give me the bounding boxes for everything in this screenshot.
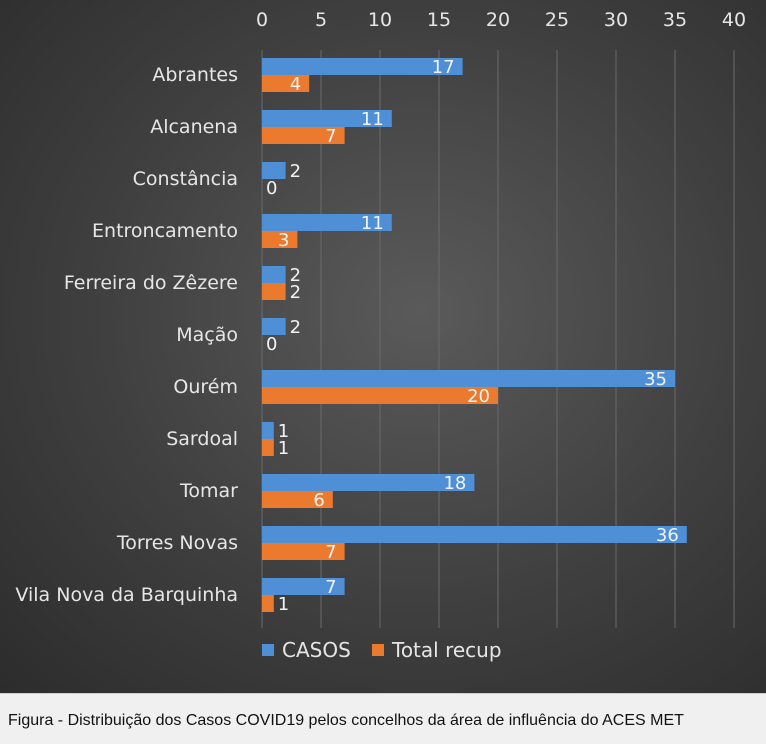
data-label: 2 bbox=[290, 161, 301, 182]
data-label: 20 bbox=[467, 386, 490, 407]
figure-caption: Figura - Distribuição dos Casos COVID19 … bbox=[8, 712, 684, 730]
category-label: Constância bbox=[133, 168, 238, 190]
data-label: 2 bbox=[290, 317, 301, 338]
category-label: Torres Novas bbox=[116, 532, 238, 554]
bar-total-recup bbox=[262, 75, 309, 92]
x-tick-label: 15 bbox=[427, 9, 451, 31]
bar-total-recup bbox=[262, 439, 274, 456]
x-tick-label: 30 bbox=[604, 9, 628, 31]
x-tick-label: 20 bbox=[486, 9, 510, 31]
bar-casos bbox=[262, 422, 274, 439]
chart-area: 0 5 10 15 20 25 30 35 40 Abrantes 17 4 Alcanena 11 7 Co… bbox=[0, 0, 766, 693]
category-label: Mação bbox=[176, 324, 238, 346]
data-label: 35 bbox=[644, 369, 667, 390]
x-tick-label: 0 bbox=[256, 9, 268, 31]
bar-total-recup bbox=[262, 595, 274, 612]
data-label: 3 bbox=[278, 230, 289, 251]
category-label: Tomar bbox=[179, 480, 238, 502]
category-label: Ourém bbox=[173, 376, 238, 398]
category-label: Sardoal bbox=[166, 428, 238, 450]
bar-total-recup bbox=[262, 387, 498, 404]
data-label: 1 bbox=[278, 438, 289, 459]
bar-casos bbox=[262, 162, 286, 179]
data-label: 18 bbox=[443, 473, 466, 494]
legend-label-total-recup: Total recup bbox=[391, 638, 502, 662]
data-label: 11 bbox=[361, 213, 384, 234]
data-label: 11 bbox=[361, 109, 384, 130]
x-tick-label: 25 bbox=[545, 9, 569, 31]
category-label: Ferreira do Zêzere bbox=[64, 272, 238, 294]
category-label: Abrantes bbox=[152, 64, 238, 86]
x-tick-label: 5 bbox=[315, 9, 327, 31]
category-label: Entroncamento bbox=[92, 220, 238, 242]
data-label: 7 bbox=[325, 577, 336, 598]
data-label: 7 bbox=[325, 126, 336, 147]
bar-casos bbox=[262, 370, 675, 387]
category-label: Alcanena bbox=[150, 116, 238, 138]
data-label: 1 bbox=[278, 594, 289, 615]
bar-casos bbox=[262, 266, 286, 283]
category-label: Vila Nova da Barquinha bbox=[15, 584, 238, 606]
data-label: 4 bbox=[290, 74, 301, 95]
x-tick-label: 40 bbox=[722, 9, 746, 31]
bar-total-recup bbox=[262, 283, 286, 300]
data-label: 36 bbox=[656, 525, 679, 546]
data-label: 2 bbox=[290, 282, 301, 303]
x-tick-label: 10 bbox=[368, 9, 392, 31]
data-label: 6 bbox=[313, 490, 324, 511]
data-label: 17 bbox=[432, 57, 455, 78]
data-label: 7 bbox=[325, 542, 336, 563]
bar-casos bbox=[262, 318, 286, 335]
bar-casos bbox=[262, 526, 687, 543]
data-label: 0 bbox=[266, 334, 277, 355]
x-tick-label: 35 bbox=[663, 9, 687, 31]
data-label: 0 bbox=[266, 178, 277, 199]
legend-swatch-total-recup bbox=[372, 644, 384, 656]
legend-label-casos: CASOS bbox=[282, 638, 351, 662]
legend-swatch-casos bbox=[262, 644, 274, 656]
caption-bar: Figura - Distribuição dos Casos COVID19 … bbox=[0, 693, 766, 744]
